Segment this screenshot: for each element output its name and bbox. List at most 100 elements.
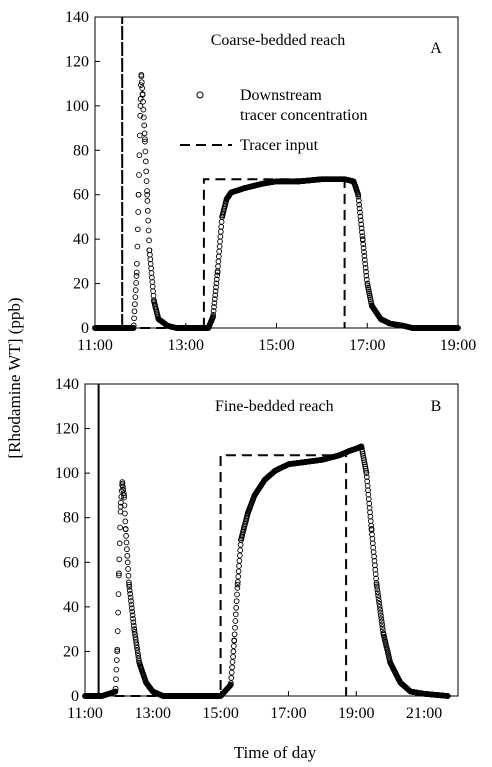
data-point-trace <box>112 688 119 695</box>
x-tick-label: 15:00 <box>258 337 294 354</box>
data-point-trace <box>132 294 139 300</box>
data-point-trace <box>120 483 126 490</box>
data-point-trace <box>215 263 221 270</box>
data-point-trace <box>124 546 130 553</box>
data-point-trace <box>117 524 123 531</box>
x-tick-label: 11:00 <box>67 705 103 722</box>
data-point-trace <box>113 666 120 673</box>
data-point-trace <box>359 233 366 240</box>
data-point-trace <box>235 573 242 580</box>
data-point-trace <box>138 82 144 88</box>
data-point-trace <box>130 619 137 626</box>
y-axis-title: [Rhodamine WT] (ppb) <box>5 297 24 458</box>
data-point-trace <box>236 563 242 569</box>
data-point-trace <box>136 152 143 159</box>
data-point <box>142 136 148 143</box>
data-point-trace <box>116 572 122 579</box>
data-point-trace <box>211 296 218 302</box>
data-point-trace <box>236 557 243 564</box>
data-point-trace <box>112 685 119 692</box>
legend-label-input: Tracer input <box>240 137 319 154</box>
data-point-trace <box>215 258 222 265</box>
data-point-trace <box>132 287 139 293</box>
data-point-trace <box>140 114 147 121</box>
data-point-trace <box>115 591 122 597</box>
panel-a-title: Coarse-bedded reach <box>211 32 346 49</box>
x-tick-label: 19:00 <box>440 337 476 354</box>
data-point-trace <box>363 467 369 474</box>
data-point-trace <box>216 243 223 250</box>
data-point-trace <box>127 591 134 597</box>
plot-frame <box>94 16 459 329</box>
data-point-trace <box>135 652 142 659</box>
data-point-trace <box>375 592 381 599</box>
y-tick-label: 40 <box>63 599 79 616</box>
y-tick-label: 100 <box>55 465 79 482</box>
data-point-trace <box>362 264 369 271</box>
data-point-trace <box>376 601 383 607</box>
data-point-trace <box>213 284 219 291</box>
data-point-trace <box>209 314 216 321</box>
x-tick-label: 17:00 <box>349 337 385 354</box>
y-tick-label: 120 <box>65 53 89 70</box>
data-point-trace <box>121 502 128 509</box>
data-point-trace <box>123 539 130 546</box>
data-point-trace <box>134 260 140 267</box>
data-point-trace <box>113 676 119 683</box>
data-point-trace <box>237 542 244 548</box>
y-tick-label: 20 <box>73 276 89 293</box>
data-point-trace <box>360 245 367 251</box>
data-point-trace <box>115 609 121 616</box>
data-point-trace <box>132 631 138 638</box>
y-tick-label: 60 <box>63 554 79 571</box>
data-point-trace <box>138 73 145 80</box>
data-point <box>144 191 151 198</box>
y-tick-label: 120 <box>55 421 79 438</box>
data-point-trace <box>356 205 363 212</box>
data-point-trace <box>355 191 361 197</box>
data-point-trace <box>378 615 385 622</box>
x-tick-label: 21:00 <box>406 705 442 722</box>
data-point-trace <box>356 201 363 208</box>
data-point-trace <box>127 594 134 601</box>
data-point-trace <box>139 85 146 91</box>
data-point-trace <box>229 659 236 665</box>
data-point-trace <box>235 568 242 575</box>
data-point-trace <box>359 237 366 243</box>
data-point-trace <box>213 280 220 287</box>
data-point-trace <box>216 248 223 255</box>
data-point <box>121 492 127 499</box>
data-point-trace <box>363 276 370 283</box>
data-point-trace <box>122 510 128 517</box>
data-point-trace <box>128 601 135 608</box>
data-point-trace <box>455 325 461 331</box>
data-point-trace <box>134 650 141 656</box>
data-point-trace <box>118 499 124 506</box>
data-point-trace <box>357 217 364 224</box>
y-tick-label: 0 <box>81 320 89 337</box>
data-point-trace <box>151 297 157 304</box>
data-point-trace <box>120 487 127 493</box>
data-point-trace <box>133 642 140 648</box>
panel-a: Coarse-bedded reach A Downstream tracer … <box>65 9 476 354</box>
data-point-trace <box>129 608 136 615</box>
data-point-trace <box>361 461 368 468</box>
data-point-trace <box>125 566 131 572</box>
data-point-trace <box>122 526 129 533</box>
data-point-trace <box>363 268 369 275</box>
x-tick-label: 15:00 <box>202 705 238 722</box>
data-point-trace <box>379 621 385 628</box>
data-point <box>114 648 121 655</box>
data-point-trace <box>125 572 132 579</box>
y-tick-label: 60 <box>73 187 89 204</box>
data-point-trace <box>138 79 145 86</box>
data-point-trace <box>230 653 236 660</box>
data-point-trace <box>142 158 149 165</box>
data-point-trace <box>232 624 238 631</box>
data-point-trace <box>122 518 129 525</box>
data-point-trace <box>359 229 365 236</box>
data-point-trace <box>217 238 223 245</box>
data-point-trace <box>214 272 221 279</box>
data-point-trace <box>359 448 366 455</box>
